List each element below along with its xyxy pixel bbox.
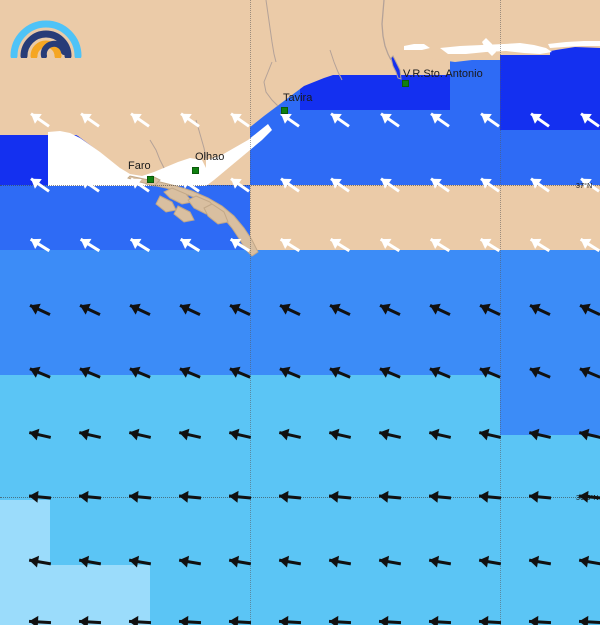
wind-band-cell [0, 500, 50, 565]
sandbar-east-2 [482, 38, 496, 56]
coastal-lagoon-white-2 [206, 124, 272, 186]
inland-river-5 [329, 49, 343, 81]
city-dot-icon [192, 167, 199, 174]
city-name-label: Olhao [195, 151, 225, 163]
barrier-island-1 [127, 175, 259, 257]
wind-band-cell [50, 500, 600, 565]
gridline-vertical [500, 0, 502, 625]
gridline-vertical [250, 0, 252, 625]
logo-outer-arc [10, 20, 82, 58]
landmass-iberia [0, 0, 600, 172]
coastal-lagoon-white [48, 131, 206, 186]
inland-river-1 [265, 0, 277, 63]
sandbar-vrsa [404, 44, 430, 50]
barrier-island-7 [173, 205, 195, 223]
wind-band-cell [500, 130, 600, 185]
city-name-label: Faro [128, 160, 151, 172]
barrier-island-5 [203, 203, 229, 225]
rainbow-logo-icon[interactable] [10, 18, 82, 58]
wind-band-cell [500, 435, 600, 500]
sandbar-east-3 [548, 41, 600, 48]
logo-inner-arc-cap [40, 40, 67, 58]
barrier-island-3 [163, 187, 193, 205]
wind-band-cell [150, 565, 600, 625]
wind-band-cell [500, 375, 600, 435]
gridline-horizontal [0, 497, 600, 499]
city-dot-icon [147, 176, 154, 183]
gridline-horizontal [0, 185, 600, 187]
logo-middle-arc [20, 30, 72, 58]
guadiana-river [381, 0, 392, 61]
city-name-label: V.R.Sto. Antonio [403, 68, 483, 80]
wind-band-cell [300, 75, 450, 110]
city-name-label: Tavira [283, 92, 313, 104]
city-dot-icon [402, 80, 409, 87]
latitude-label: 36.5°N [576, 495, 599, 502]
sandbar-east-1 [440, 43, 552, 54]
inland-river-2 [263, 61, 279, 107]
wind-band-cell [0, 565, 150, 625]
barrier-island-6 [155, 195, 177, 213]
city-dot-icon [281, 107, 288, 114]
guadiana-river-mouth [390, 55, 402, 80]
inland-river-3 [149, 139, 165, 169]
latitude-label: 37°N [576, 183, 593, 190]
